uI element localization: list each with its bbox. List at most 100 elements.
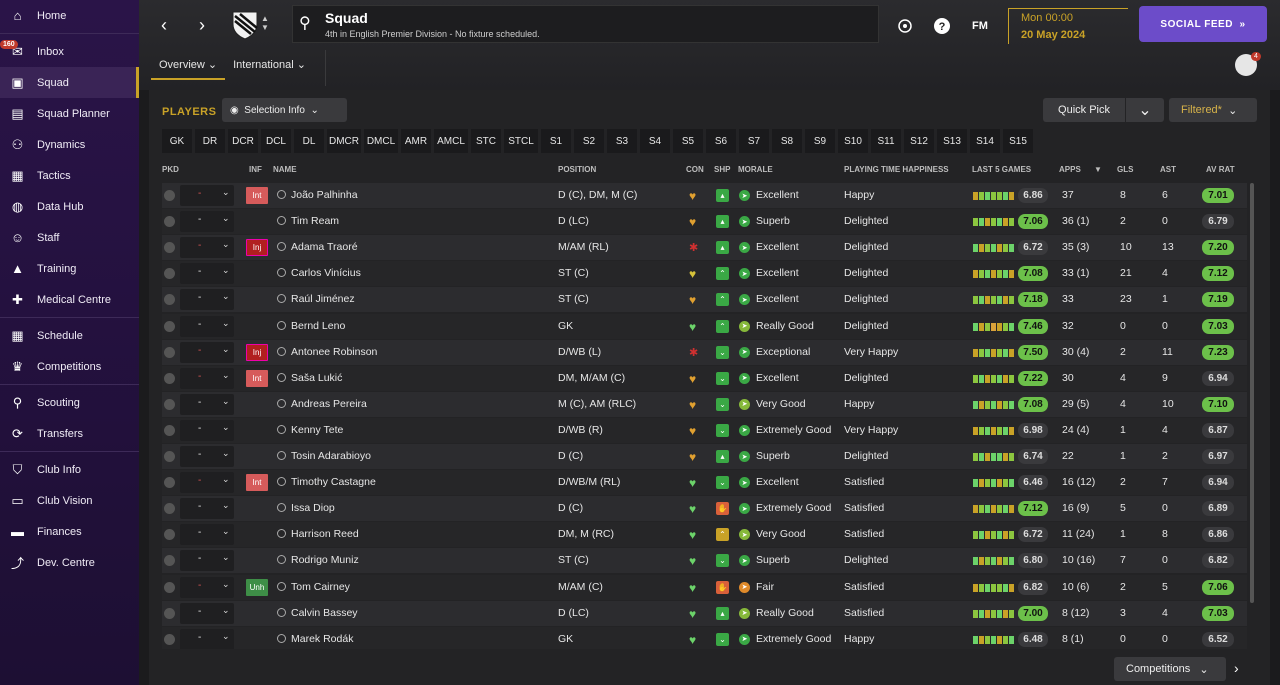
sidebar-item-staff[interactable]: ☺ Staff <box>0 222 139 253</box>
player-name[interactable]: Marek Rodák <box>291 632 354 645</box>
selection-dropdown[interactable]: - ⌄ <box>180 393 234 415</box>
table-row[interactable]: - ⌄ Unh Tom Cairney M/AM (C) ♥ ✋ ➤ Fair Satisfied… <box>162 574 1247 600</box>
last-five-games[interactable] <box>973 218 1015 227</box>
sidebar-item-finances[interactable]: ▬ Finances <box>0 516 139 547</box>
pick-toggle[interactable] <box>164 633 175 645</box>
sharpness-icon[interactable]: ⌄ <box>716 397 729 411</box>
last-five-games[interactable] <box>973 400 1015 409</box>
condition-heart-icon[interactable]: ♥ <box>689 371 697 386</box>
table-row[interactable]: - ⌄ Bernd Leno GK ♥ ⌃ ➤ Really Good Delighted 7.4… <box>162 313 1247 339</box>
selection-dropdown[interactable]: - ⌄ <box>180 211 234 233</box>
player-name[interactable]: Raúl Jiménez <box>291 293 355 306</box>
back-button[interactable]: ‹ <box>161 14 167 35</box>
table-row[interactable]: - ⌄ Inj Antonee Robinson D/WB (L) ✱ ⌄ ➤ Exceptio… <box>162 339 1247 365</box>
position-filter-s2[interactable]: S2 <box>574 129 604 153</box>
club-crest-icon[interactable] <box>231 10 259 40</box>
condition-heart-icon[interactable]: ♥ <box>689 632 697 647</box>
table-row[interactable]: - ⌄ Rodrigo Muniz ST (C) ♥ ⌄ ➤ Superb Delighted 6… <box>162 548 1247 574</box>
sharpness-icon[interactable]: ✋ <box>716 502 729 516</box>
player-name[interactable]: Kenny Tete <box>291 423 344 436</box>
selection-info-dropdown[interactable]: ◉ Selection Info ⌄ <box>222 98 347 122</box>
pick-toggle[interactable] <box>164 268 175 280</box>
position-filter-s5[interactable]: S5 <box>673 129 703 153</box>
sidebar-item-home[interactable]: ⌂ Home <box>0 0 139 31</box>
pick-toggle[interactable] <box>164 451 175 462</box>
forward-button[interactable]: › <box>199 14 205 35</box>
sort-desc-icon[interactable]: ▼ <box>1094 165 1102 174</box>
pick-toggle[interactable] <box>164 529 175 541</box>
last-five-games[interactable] <box>973 296 1015 305</box>
sharpness-icon[interactable]: ✋ <box>716 580 729 594</box>
sidebar-item-dev-centre[interactable]: ⤴ Dev. Centre <box>0 547 139 578</box>
competitions-dropdown[interactable]: Competitions ⌄ <box>1114 657 1226 681</box>
position-filter-s3[interactable]: S3 <box>607 129 637 153</box>
info-badge[interactable]: Unh <box>246 578 268 596</box>
club-switch-icon[interactable]: ▲ ▼ <box>261 14 269 32</box>
table-row[interactable]: - ⌄ Marek Rodák GK ♥ ⌄ ➤ Extremely Good Happy 6.4… <box>162 626 1247 649</box>
sidebar-item-squad[interactable]: ▣ Squad <box>0 67 139 98</box>
player-name[interactable]: João Palhinha <box>291 189 358 201</box>
condition-heart-icon[interactable]: ♥ <box>689 554 697 569</box>
player-name[interactable]: Carlos Vinícius <box>291 267 361 280</box>
pick-toggle[interactable] <box>164 346 175 358</box>
table-row[interactable]: - ⌄ Harrison Reed DM, M (RC) ♥ ⌃ ➤ Very Good Sat… <box>162 522 1247 548</box>
sidebar-item-club-info[interactable]: ⛉ Club Info <box>0 454 139 485</box>
sharpness-icon[interactable]: ⌃ <box>716 319 729 333</box>
sidebar-item-club-vision[interactable]: ▭ Club Vision <box>0 485 139 516</box>
position-filter-dmcl[interactable]: DMCL <box>364 129 398 153</box>
position-filter-s11[interactable]: S11 <box>871 129 901 153</box>
selection-dropdown[interactable]: - ⌄ <box>180 237 234 259</box>
player-name[interactable]: Saša Lukić <box>291 371 343 384</box>
pick-toggle[interactable] <box>164 424 175 436</box>
selection-dropdown[interactable]: - ⌄ <box>180 446 234 467</box>
position-filter-s8[interactable]: S8 <box>772 129 802 153</box>
condition-heart-icon[interactable]: ♥ <box>689 267 697 282</box>
quick-pick-button[interactable]: Quick Pick <box>1043 98 1125 122</box>
table-row[interactable]: - ⌄ Inj Adama Traoré M/AM (RL) ✱ ▴ ➤ Excellent De… <box>162 235 1247 261</box>
table-row[interactable]: - ⌄ Int João Palhinha D (C), DM, M (C) ♥ ▴ ➤ Exc… <box>162 183 1247 208</box>
player-name[interactable]: Calvin Bassey <box>291 606 358 619</box>
sharpness-icon[interactable]: ▴ <box>716 215 729 229</box>
pick-toggle[interactable] <box>164 607 175 619</box>
sharpness-icon[interactable]: ▴ <box>716 606 729 620</box>
pick-toggle[interactable] <box>164 503 175 515</box>
condition-heart-icon[interactable]: ♥ <box>689 215 697 230</box>
filter-dropdown[interactable]: Filtered* ⌄ <box>1169 98 1257 122</box>
pick-toggle[interactable] <box>164 190 175 201</box>
selection-dropdown[interactable]: - ⌄ <box>180 289 234 311</box>
pick-toggle[interactable] <box>164 320 175 332</box>
pick-toggle[interactable] <box>164 581 175 593</box>
condition-heart-icon[interactable]: ♥ <box>689 528 697 543</box>
player-name[interactable]: Harrison Reed <box>291 528 359 541</box>
selection-dropdown[interactable]: - ⌄ <box>180 185 234 206</box>
col-position[interactable]: POSITION <box>558 165 597 174</box>
position-filter-s1[interactable]: S1 <box>541 129 571 153</box>
selection-dropdown[interactable]: - ⌄ <box>180 341 234 363</box>
col-name[interactable]: NAME <box>273 165 297 174</box>
table-row[interactable]: - ⌄ Tim Ream D (LC) ♥ ▴ ➤ Superb Delighted 7.06 36… <box>162 209 1247 235</box>
last-five-games[interactable] <box>973 270 1015 279</box>
col-inf[interactable]: INF <box>249 165 262 174</box>
last-five-games[interactable] <box>973 557 1015 566</box>
position-filter-dcr[interactable]: DCR <box>228 129 258 153</box>
sharpness-icon[interactable]: ▴ <box>716 241 729 255</box>
pick-toggle[interactable] <box>164 555 175 567</box>
pick-toggle[interactable] <box>164 216 175 228</box>
sharpness-icon[interactable]: ⌄ <box>716 423 729 437</box>
col-shp[interactable]: SHP <box>714 165 731 174</box>
last-five-games[interactable] <box>973 635 1015 644</box>
position-filter-s4[interactable]: S4 <box>640 129 670 153</box>
sharpness-icon[interactable]: ⌃ <box>716 293 729 307</box>
col-avrat[interactable]: AV RAT <box>1206 165 1235 174</box>
position-filter-dcl[interactable]: DCL <box>261 129 291 153</box>
sidebar-item-training[interactable]: ▲ Training <box>0 253 139 284</box>
tab-international[interactable]: International ⌄ <box>225 52 314 80</box>
sidebar-item-tactics[interactable]: ▦ Tactics <box>0 160 139 191</box>
last-five-games[interactable] <box>973 374 1015 383</box>
player-name[interactable]: Tom Cairney <box>291 580 350 593</box>
col-pkd[interactable]: PKD <box>162 165 179 174</box>
last-five-games[interactable] <box>973 192 1015 200</box>
table-row[interactable]: - ⌄ Carlos Vinícius ST (C) ♥ ⌃ ➤ Excellent Delig… <box>162 261 1247 287</box>
player-name[interactable]: Timothy Castagne <box>291 476 376 489</box>
sidebar-item-transfers[interactable]: ⟳ Transfers <box>0 418 139 449</box>
